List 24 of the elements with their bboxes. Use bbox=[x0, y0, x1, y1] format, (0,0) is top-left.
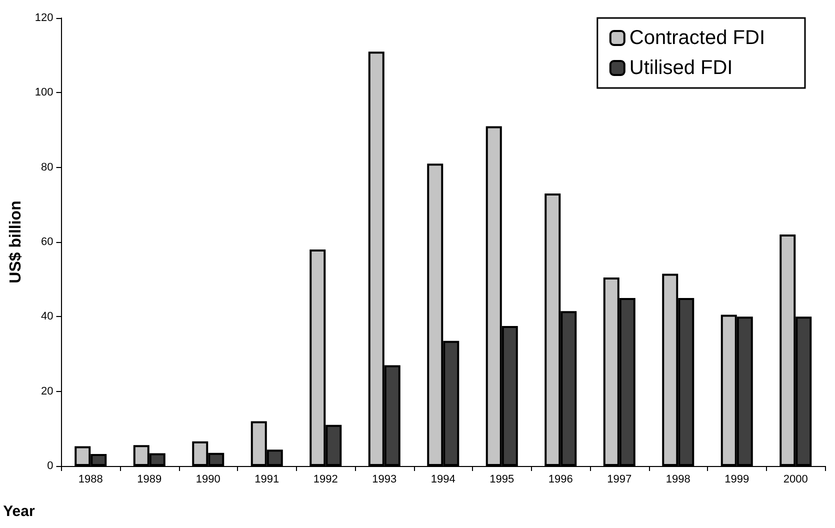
y-tick-label: 60 bbox=[41, 236, 54, 248]
y-tick-label: 80 bbox=[41, 161, 54, 174]
x-tick-label: 1989 bbox=[137, 474, 162, 486]
legend-label: Contracted FDI bbox=[629, 27, 766, 49]
y-tick-label: 40 bbox=[41, 310, 54, 323]
y-axis-title: US$ billion bbox=[8, 200, 24, 284]
x-tick-label: 1990 bbox=[196, 474, 220, 486]
x-axis-title: Year bbox=[3, 503, 35, 520]
x-tick-label: 1992 bbox=[313, 474, 338, 486]
x-tick-label: 1998 bbox=[666, 474, 690, 486]
x-tick-label: 2000 bbox=[783, 474, 808, 486]
x-tick-label: 1988 bbox=[78, 474, 103, 486]
x-tick-label: 1994 bbox=[430, 474, 456, 486]
y-tick-label: 120 bbox=[34, 12, 54, 24]
x-tick-label: 1997 bbox=[607, 474, 632, 486]
x-tick-label: 1995 bbox=[490, 474, 514, 486]
x-tick-label: 1991 bbox=[254, 474, 280, 486]
y-tick-label: 20 bbox=[41, 385, 54, 398]
x-tick-label: 1993 bbox=[372, 474, 397, 486]
x-tick-label: 1999 bbox=[724, 474, 750, 486]
legend-label: Utilised FDI bbox=[629, 57, 733, 79]
y-tick-label: 0 bbox=[47, 460, 54, 472]
x-tick-label: 1996 bbox=[548, 474, 573, 486]
y-tick-label: 100 bbox=[34, 86, 54, 99]
